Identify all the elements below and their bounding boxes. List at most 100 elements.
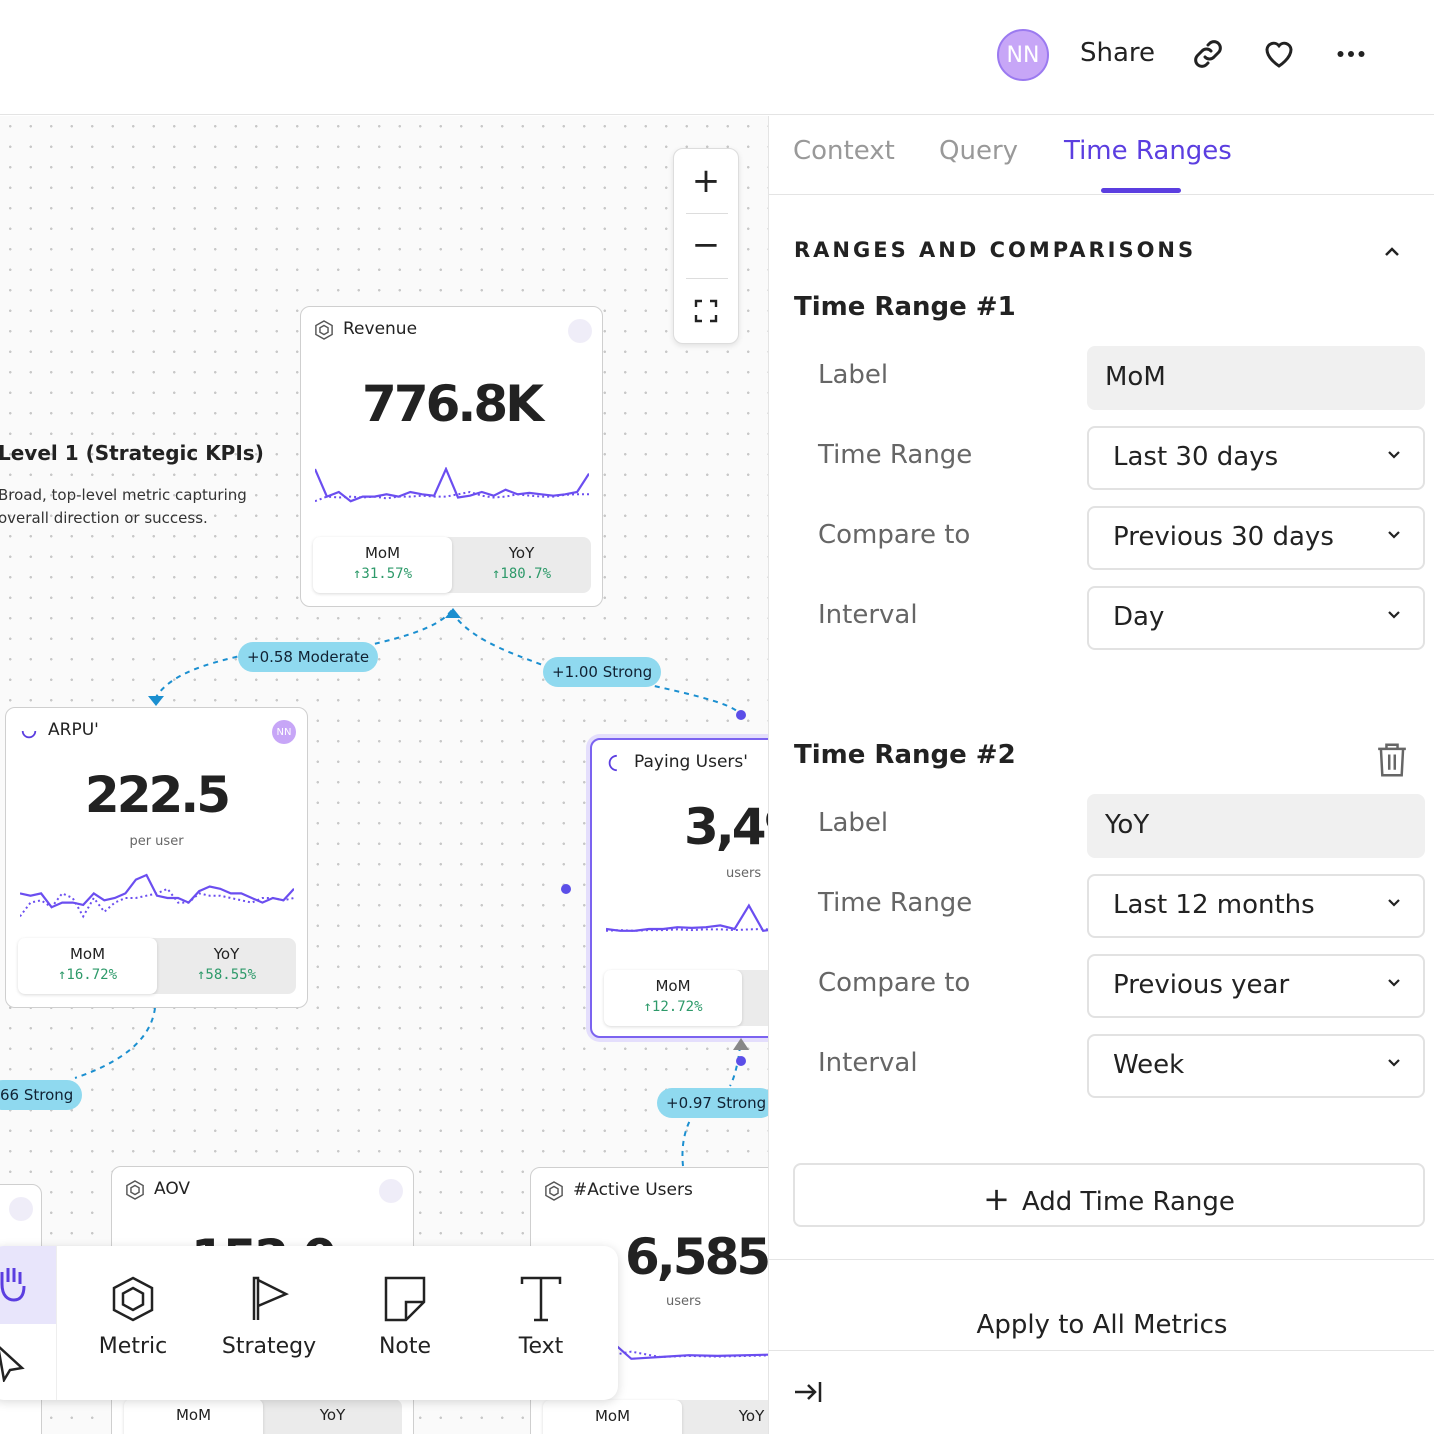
tool-text[interactable]: Text: [486, 1276, 596, 1359]
field-label: Label: [818, 360, 889, 390]
card-title: #Active Users: [573, 1180, 693, 1200]
compare-to-dropdown[interactable]: Previous 30 days: [1087, 506, 1425, 570]
heart-icon[interactable]: [1261, 36, 1297, 72]
sparkline-current: [606, 903, 768, 932]
card-value: 3,49: [684, 798, 768, 856]
chevron-down-icon: [1388, 1059, 1400, 1067]
correlation-label[interactable]: +1.00 Strong: [543, 657, 662, 687]
connector-dot[interactable]: [736, 1056, 746, 1066]
loading-spinner-icon: [21, 730, 37, 739]
collapse-panel-icon[interactable]: [793, 1380, 823, 1404]
chevron-down-icon: [1388, 611, 1400, 619]
metric-hexagon-icon: [112, 1276, 154, 1322]
arrow-head-icon: [445, 608, 461, 618]
comparison-mom[interactable]: MoM ↑16.72%: [18, 938, 157, 994]
select-tool-button[interactable]: [0, 1324, 56, 1400]
interval-dropdown[interactable]: Week: [1087, 1034, 1425, 1098]
tool-strategy[interactable]: Strategy: [214, 1276, 324, 1359]
card-value: 776.8K: [362, 375, 544, 433]
comparison-yoy[interactable]: YoY: [738, 1407, 765, 1425]
comparison-mom[interactable]: MoM ↑12.72%: [604, 970, 742, 1026]
card-unit: users: [726, 866, 762, 881]
time-range-heading: Time Range #1: [794, 292, 1016, 322]
avatar[interactable]: NN: [997, 29, 1049, 81]
active-tab-indicator: [1101, 188, 1181, 193]
compare-to-dropdown[interactable]: Previous year: [1087, 954, 1425, 1018]
side-panel: Context Query Time Ranges RANGES AND COM…: [768, 116, 1434, 1434]
tool-note[interactable]: Note: [350, 1276, 460, 1359]
sparkline: [20, 873, 294, 919]
top-bar: NN Share: [0, 0, 1434, 115]
zoom-in-button[interactable]: +: [691, 161, 721, 201]
connector-dot[interactable]: [561, 884, 571, 894]
label-input[interactable]: MoM: [1087, 346, 1425, 410]
tab-context[interactable]: Context: [793, 136, 895, 166]
correlation-label[interactable]: +0.58 Moderate: [238, 642, 379, 672]
comparison-toggle[interactable]: MoM ↑31.57% YoY ↑180.7%: [313, 537, 591, 593]
add-time-range-button[interactable]: + Add Time Range: [793, 1163, 1425, 1227]
comparison-yoy[interactable]: YoY ↑180.7%: [491, 544, 551, 582]
hand-tool-button[interactable]: [0, 1246, 56, 1324]
trash-icon[interactable]: [1375, 742, 1409, 778]
comparison-toggle[interactable]: MoM YoY: [543, 1400, 768, 1434]
field-label: Interval: [818, 1048, 918, 1078]
correlation-label[interactable]: 66 Strong: [0, 1080, 83, 1110]
share-button[interactable]: Share: [1080, 38, 1156, 68]
tool-metric[interactable]: Metric: [78, 1276, 188, 1359]
comparison-toggle[interactable]: MoM ↑12.72%: [604, 970, 768, 1026]
owner-avatar-icon: [379, 1179, 403, 1203]
level-description: Broad, top-level metric capturing overal…: [0, 486, 247, 527]
link-icon[interactable]: [1190, 36, 1226, 72]
apply-to-all-button[interactable]: Apply to All Metrics: [769, 1259, 1434, 1340]
owner-avatar: NN: [272, 720, 296, 744]
correlation-label[interactable]: +0.97 Strong: [657, 1088, 768, 1118]
metric-card-revenue[interactable]: Revenue 776.8K MoM ↑31.57% YoY ↑180.7%: [300, 306, 603, 607]
arrow-head-icon: [148, 696, 164, 706]
label-input[interactable]: YoY: [1087, 794, 1425, 858]
connector-dot[interactable]: [736, 710, 746, 720]
tab-query[interactable]: Query: [939, 136, 1019, 166]
metric-card-paying-users[interactable]: Paying Users' 3,49 users MoM↑12.72%: [590, 738, 768, 1038]
sparkline-comparison: [315, 490, 589, 503]
fit-screen-icon[interactable]: [674, 279, 738, 343]
field-label: Label: [818, 808, 889, 838]
chevron-up-icon[interactable]: [1383, 244, 1401, 258]
comparison-toggle[interactable]: MoM YoY: [124, 1399, 402, 1434]
card-unit: users: [666, 1294, 702, 1309]
owner-avatar-icon: [568, 319, 592, 343]
time-range-dropdown[interactable]: Last 12 months: [1087, 874, 1425, 938]
card-value: 6,585: [625, 1228, 768, 1286]
arrow-head-icon: [733, 1038, 749, 1050]
canvas[interactable]: Level 1 (Strategic KPIs) Broad, top-leve…: [0, 116, 768, 1434]
sparkline-comparison: [20, 887, 294, 919]
card-title: Paying Users': [634, 752, 748, 772]
comparison-mom[interactable]: MoM ↑31.57%: [313, 537, 452, 593]
sparkline-current: [20, 873, 294, 909]
chevron-down-icon: [1388, 451, 1400, 459]
sparkline-comparison: [606, 927, 768, 932]
card-title: AOV: [154, 1179, 191, 1199]
tab-time-ranges[interactable]: Time Ranges: [1064, 136, 1232, 166]
field-label: Time Range: [818, 440, 973, 470]
comparison-mom[interactable]: MoM: [543, 1400, 682, 1434]
hand-icon: [0, 1268, 26, 1302]
comparison-yoy[interactable]: YoY: [319, 1406, 346, 1424]
field-label: Time Range: [818, 888, 973, 918]
time-range-dropdown[interactable]: Last 30 days: [1087, 426, 1425, 490]
metric-hexagon-icon: [545, 1181, 563, 1201]
card-unit: per user: [129, 834, 184, 849]
sparkline: [315, 467, 589, 503]
text-icon: [520, 1276, 562, 1322]
field-label: Compare to: [818, 968, 971, 998]
comparison-mom[interactable]: MoM: [124, 1399, 263, 1434]
interval-dropdown[interactable]: Day: [1087, 586, 1425, 650]
pointer-icon: [0, 1346, 25, 1382]
sparkline-comparison: [545, 1350, 768, 1360]
loading-spinner-icon: [608, 754, 617, 772]
flag-icon: [252, 1276, 289, 1320]
comparison-yoy[interactable]: YoY ↑58.55%: [196, 945, 256, 983]
metric-card-arpu[interactable]: ARPU' NN 222.5 per user MoM ↑16.72% YoY ↑5…: [5, 707, 308, 1008]
more-icon[interactable]: [1333, 36, 1369, 72]
comparison-toggle[interactable]: MoM ↑16.72% YoY ↑58.55%: [18, 938, 296, 994]
zoom-out-button[interactable]: −: [691, 225, 721, 265]
